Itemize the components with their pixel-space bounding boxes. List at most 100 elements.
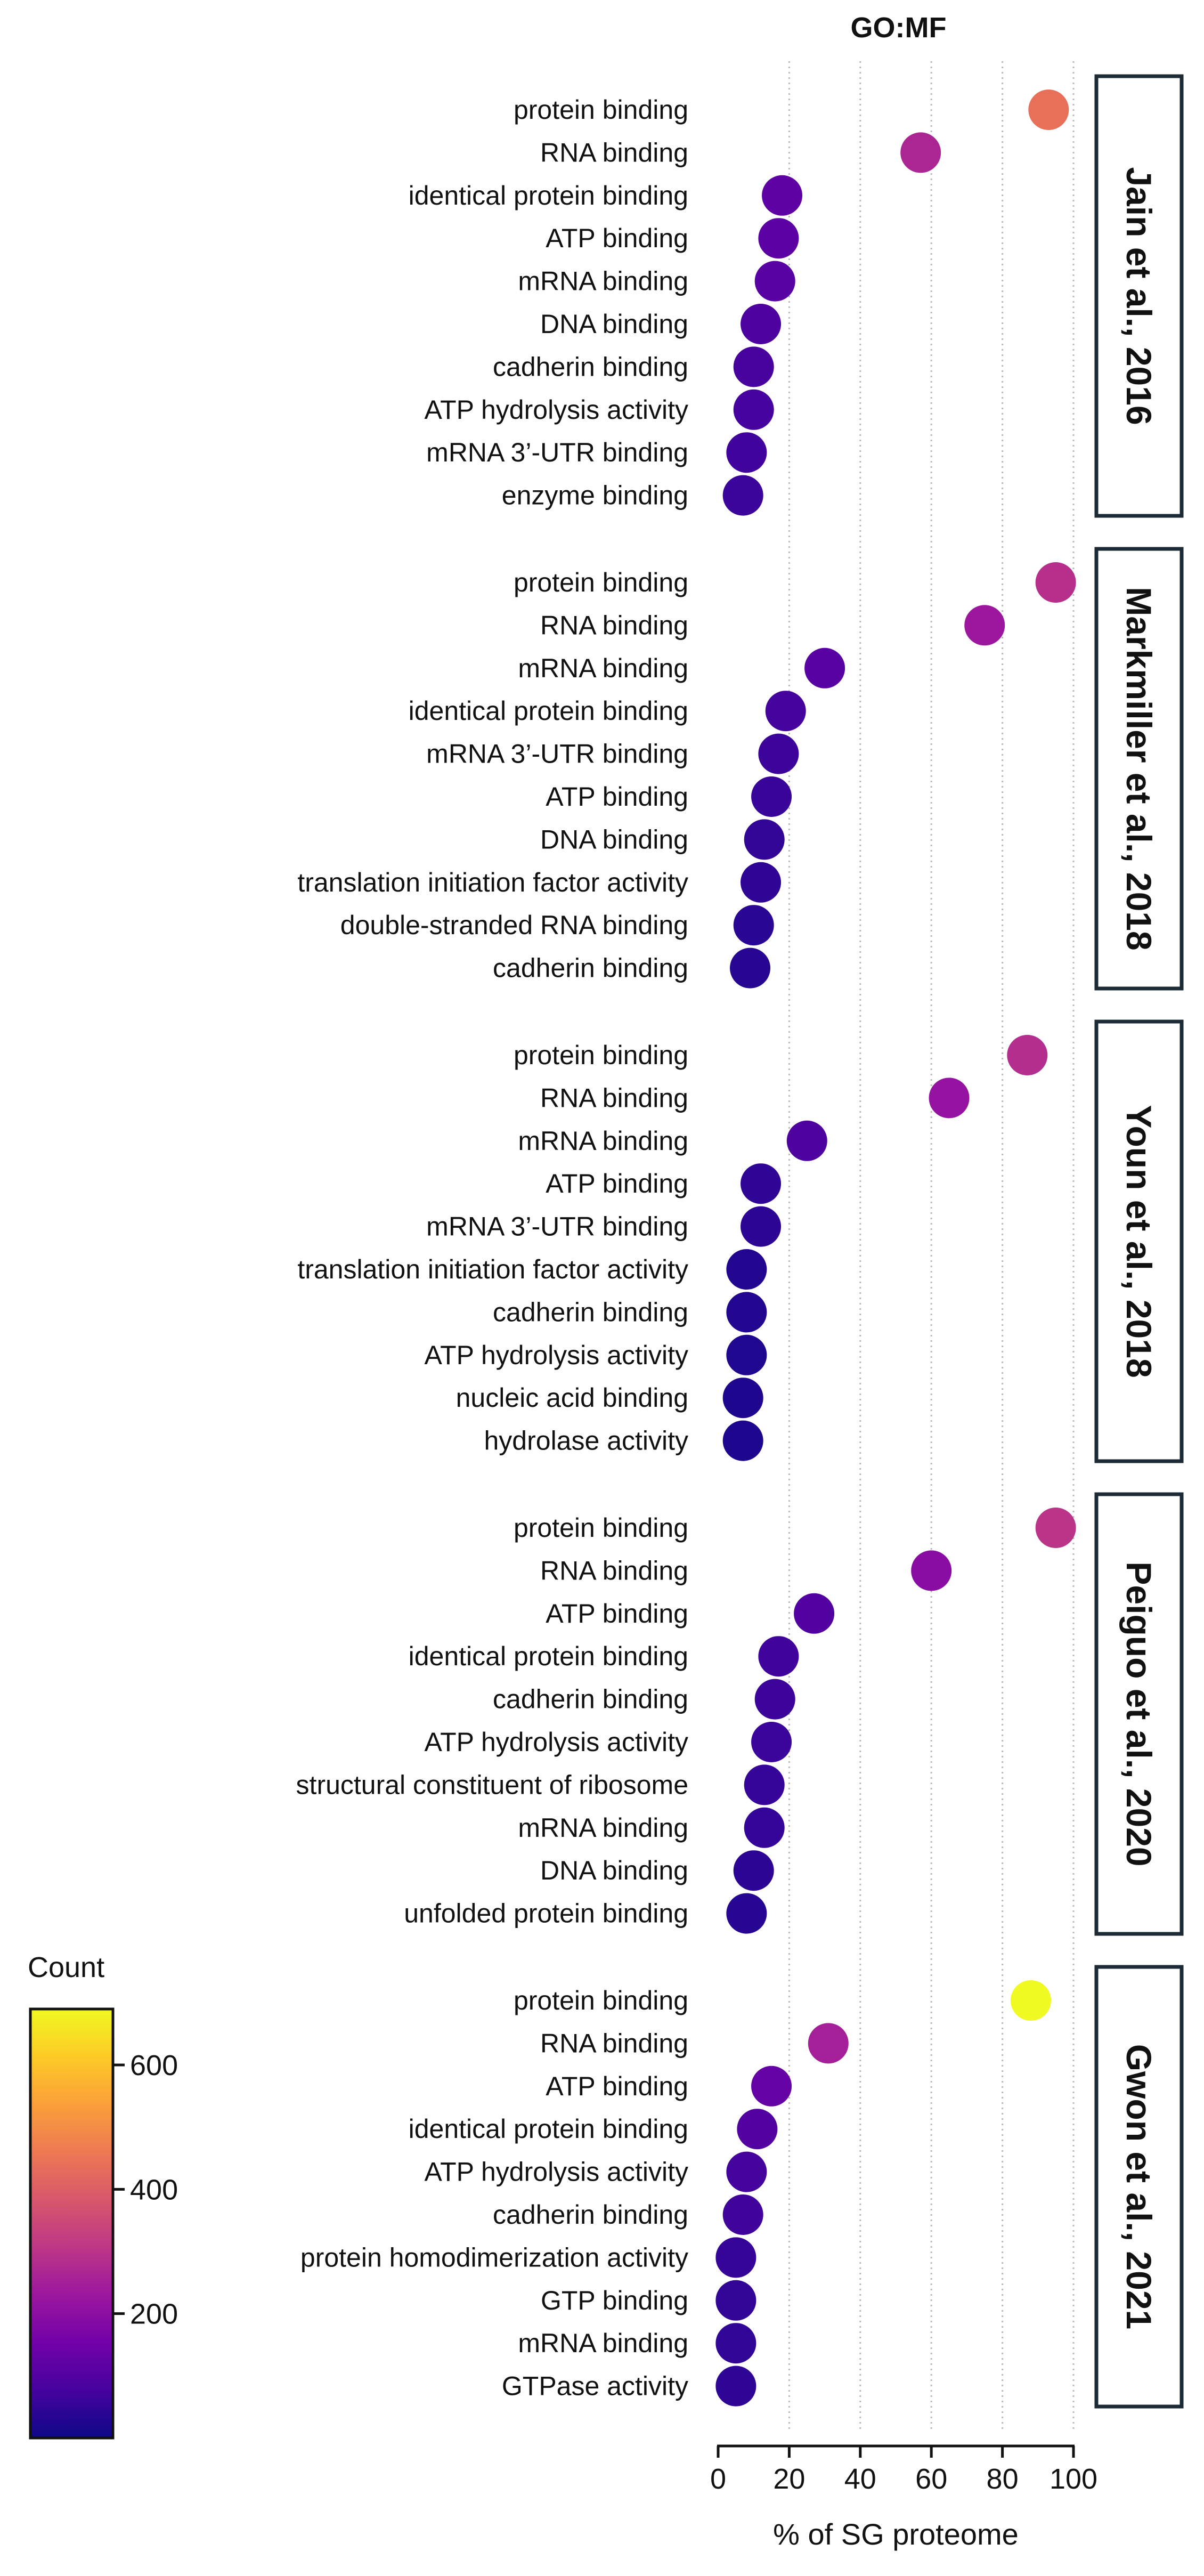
data-point xyxy=(751,776,792,817)
data-point xyxy=(786,1120,827,1161)
facet-strips: Jain et al., 2016 Markmiller et al., 2018… xyxy=(1094,74,1184,2409)
facet-strip-label: Markmiller et al., 2018 xyxy=(1119,587,1159,950)
data-point xyxy=(730,947,771,989)
term-label: RNA binding xyxy=(540,1083,688,1113)
facet-strip-label: Jain et al., 2016 xyxy=(1119,167,1159,425)
term-label: protein binding xyxy=(514,1986,688,2015)
x-axis-title: % of SG proteome xyxy=(773,2517,1019,2551)
data-point xyxy=(733,1850,774,1891)
facet-strip-label: Peiguo et al., 2020 xyxy=(1119,1561,1159,1866)
data-point xyxy=(900,132,941,173)
data-point xyxy=(762,175,803,216)
term-label: protein homodimerization activity xyxy=(300,2242,688,2272)
data-point xyxy=(726,2151,767,2192)
term-label: identical protein binding xyxy=(409,1641,688,1671)
data-point xyxy=(744,1764,785,1805)
facet-strip-label: Gwon et al., 2021 xyxy=(1119,2044,1159,2330)
term-label: ATP hydrolysis activity xyxy=(424,1727,688,1757)
data-point xyxy=(726,1249,767,1290)
data-point xyxy=(1007,1035,1048,1075)
data-point xyxy=(911,1550,952,1591)
facet-strip-box xyxy=(1094,1965,1184,2409)
term-label: protein binding xyxy=(514,95,688,125)
term-label: DNA binding xyxy=(540,309,688,339)
data-point xyxy=(715,2280,756,2321)
data-point xyxy=(715,2366,756,2407)
x-tick-label: 80 xyxy=(987,2463,1019,2495)
term-label: mRNA 3’-UTR binding xyxy=(426,1212,688,1242)
colorbar-tick-label: 400 xyxy=(130,2174,178,2206)
data-point xyxy=(722,1420,763,1461)
facet-strip-box xyxy=(1094,547,1184,991)
data-point xyxy=(808,2023,849,2064)
data-point xyxy=(741,1206,782,1247)
facet-strip-label: Youn et al., 2018 xyxy=(1119,1105,1159,1378)
term-label: RNA binding xyxy=(540,137,688,167)
data-point xyxy=(765,691,806,732)
x-tick-label: 40 xyxy=(844,2463,876,2495)
term-label: RNA binding xyxy=(540,2028,688,2058)
term-label: protein binding xyxy=(514,1040,688,1070)
term-label: DNA binding xyxy=(540,1856,688,1885)
data-point xyxy=(754,261,795,302)
term-label: double-stranded RNA binding xyxy=(340,910,688,940)
term-label: ATP hydrolysis activity xyxy=(424,395,688,425)
colorbar-gradient xyxy=(29,2007,115,2440)
term-label: DNA binding xyxy=(540,824,688,854)
term-label: cadherin binding xyxy=(493,352,688,382)
x-tick-label: 60 xyxy=(915,2463,947,2495)
colorbar-legend: Count 200 400 600 xyxy=(28,1951,178,2440)
term-label: translation initiation factor activity xyxy=(297,868,688,897)
data-point xyxy=(1010,1980,1051,2021)
data-point xyxy=(744,819,785,860)
data-point xyxy=(737,2109,778,2150)
term-label: GTPase activity xyxy=(502,2371,688,2401)
data-point xyxy=(794,1593,835,1634)
term-label: identical protein binding xyxy=(409,2114,688,2144)
term-label: ATP hydrolysis activity xyxy=(424,2157,688,2187)
term-label: ATP binding xyxy=(546,2071,688,2101)
data-point xyxy=(726,1334,767,1375)
colorbar-tick-label: 200 xyxy=(130,2298,178,2330)
data-point xyxy=(758,733,799,774)
term-label: protein binding xyxy=(514,1513,688,1543)
data-point xyxy=(715,2323,756,2364)
term-label: unfolded protein binding xyxy=(404,1899,688,1929)
data-point xyxy=(722,2194,763,2235)
data-point xyxy=(758,218,799,259)
term-label: protein binding xyxy=(514,568,688,597)
term-label: ATP hydrolysis activity xyxy=(424,1340,688,1370)
data-point xyxy=(741,1163,782,1204)
term-label: ATP binding xyxy=(546,1599,688,1629)
data-point xyxy=(964,605,1005,646)
term-label: mRNA 3’-UTR binding xyxy=(426,739,688,769)
colorbar-tick-label: 600 xyxy=(130,2050,178,2081)
term-label: mRNA binding xyxy=(518,2328,688,2358)
data-point xyxy=(726,1893,767,1934)
term-label: cadherin binding xyxy=(493,1684,688,1714)
term-label: ATP binding xyxy=(546,1169,688,1198)
data-point xyxy=(733,346,774,387)
x-tick-label: 0 xyxy=(710,2463,726,2495)
data-point xyxy=(741,304,782,344)
term-label: enzyme binding xyxy=(502,481,688,511)
data-point xyxy=(733,389,774,430)
data-points xyxy=(715,90,1076,2407)
chart-title: GO:MF xyxy=(851,12,947,44)
term-label: ATP binding xyxy=(546,223,688,253)
data-point xyxy=(722,475,763,516)
term-label: ATP binding xyxy=(546,782,688,812)
term-label: nucleic acid binding xyxy=(456,1383,688,1413)
term-label: RNA binding xyxy=(540,610,688,640)
data-point xyxy=(1035,562,1076,603)
data-point xyxy=(1035,1508,1076,1548)
data-point xyxy=(726,432,767,473)
term-label: cadherin binding xyxy=(493,953,688,983)
x-axis: 0 20 40 60 80 100 xyxy=(710,2444,1097,2495)
data-point xyxy=(751,1722,792,1762)
data-point xyxy=(804,647,845,688)
data-point xyxy=(929,1078,970,1119)
facet-strip-box xyxy=(1094,74,1184,518)
